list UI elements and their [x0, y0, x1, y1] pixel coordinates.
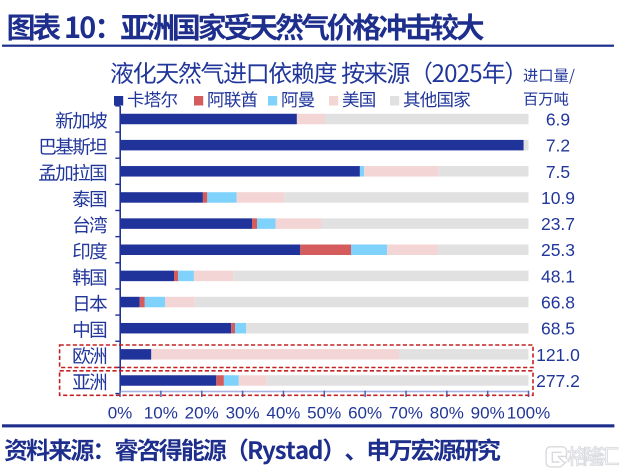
svg-text:60%: 60%	[348, 404, 382, 423]
svg-text:90%: 90%	[471, 404, 505, 423]
svg-text:100%: 100%	[507, 404, 550, 423]
svg-text:10.9: 10.9	[541, 188, 575, 208]
svg-text:66.8: 66.8	[541, 293, 575, 313]
svg-text:40%: 40%	[266, 404, 300, 423]
svg-text:20%: 20%	[185, 404, 219, 423]
svg-text:23.7: 23.7	[541, 214, 575, 234]
svg-text:70%: 70%	[389, 404, 423, 423]
svg-text:7.2: 7.2	[546, 136, 570, 156]
svg-text:277.2: 277.2	[536, 371, 580, 391]
svg-text:0%: 0%	[108, 404, 133, 423]
svg-text:25.3: 25.3	[541, 240, 575, 260]
svg-text:80%: 80%	[430, 404, 464, 423]
svg-text:6.9: 6.9	[546, 110, 570, 130]
svg-text:68.5: 68.5	[541, 319, 575, 339]
svg-text:50%: 50%	[307, 404, 341, 423]
svg-text:30%: 30%	[226, 404, 260, 423]
svg-text:10%: 10%	[144, 404, 178, 423]
svg-text:7.5: 7.5	[546, 162, 570, 182]
svg-text:48.1: 48.1	[541, 266, 575, 286]
svg-text:121.0: 121.0	[536, 345, 580, 365]
